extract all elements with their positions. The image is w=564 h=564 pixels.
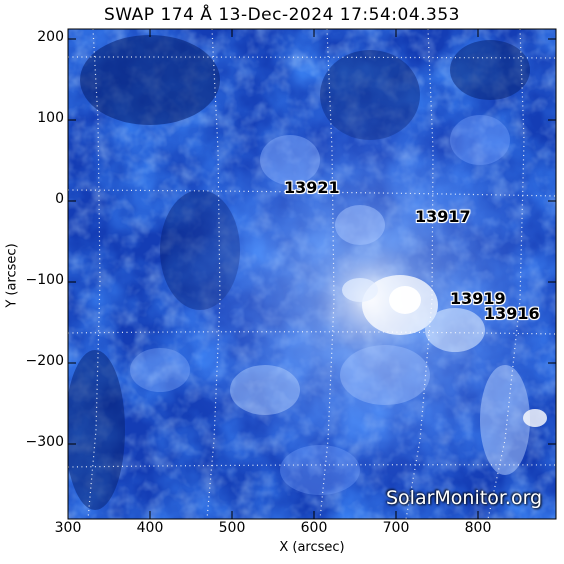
y-tick-label: −100 — [25, 272, 64, 288]
y-tick-label: 0 — [55, 191, 64, 207]
x-axis-label: X (arcsec) — [279, 540, 345, 555]
x-tick-label: 500 — [218, 520, 246, 536]
x-tick-label: 300 — [54, 520, 82, 536]
active-region-label: 13917 — [415, 207, 471, 226]
y-tick-label: −300 — [25, 434, 64, 450]
y-axis-label: Y (arcsec) — [4, 243, 20, 308]
x-tick-label: 600 — [300, 520, 328, 536]
y-tick-marks — [68, 38, 556, 445]
active-region-label: 13916 — [484, 304, 540, 323]
active-region-label: 13919 — [450, 289, 506, 308]
y-tick-label: 100 — [37, 110, 64, 126]
active-region-label: 13921 — [284, 178, 340, 197]
solarmonitor-credit: SolarMonitor.org — [386, 487, 543, 509]
y-tick-label: 200 — [37, 29, 64, 45]
y-tick-label: −200 — [25, 353, 64, 369]
x-tick-marks — [67, 29, 479, 519]
euv-image — [68, 29, 556, 519]
plot-frame — [67, 28, 557, 520]
x-tick-label: 800 — [464, 520, 492, 536]
x-tick-label: 700 — [382, 520, 410, 536]
image-title: SWAP 174 Å 13-Dec-2024 17:54:04.353 — [103, 5, 460, 25]
x-tick-label: 400 — [136, 520, 164, 536]
